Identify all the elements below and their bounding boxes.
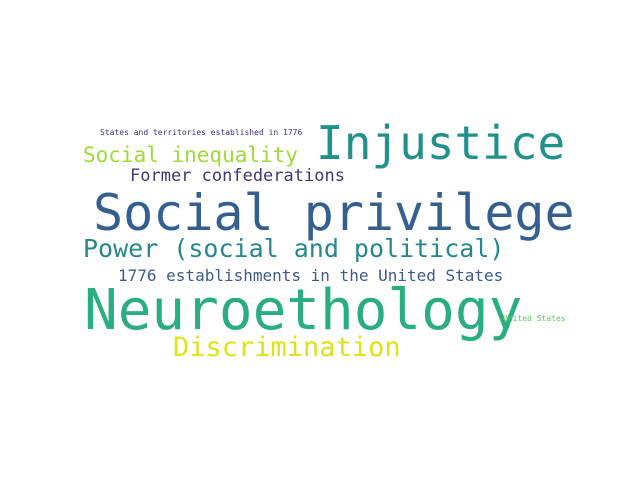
word-power-social-political: Power (social and political) bbox=[83, 234, 505, 263]
word-1776-establishments: 1776 establishments in the United States bbox=[118, 266, 504, 285]
word-social-privilege: Social privilege bbox=[93, 184, 575, 242]
word-states-territories-1776: States and territories established in 17… bbox=[100, 128, 303, 137]
word-injustice: Injustice bbox=[316, 116, 566, 170]
word-neuroethology: Neuroethology bbox=[84, 278, 523, 343]
word-former-confederations: Former confederations bbox=[130, 166, 345, 186]
word-social-inequality: Social inequality bbox=[83, 143, 298, 167]
word-united-states: United States bbox=[503, 314, 566, 323]
word-discrimination: Discrimination bbox=[173, 332, 401, 363]
